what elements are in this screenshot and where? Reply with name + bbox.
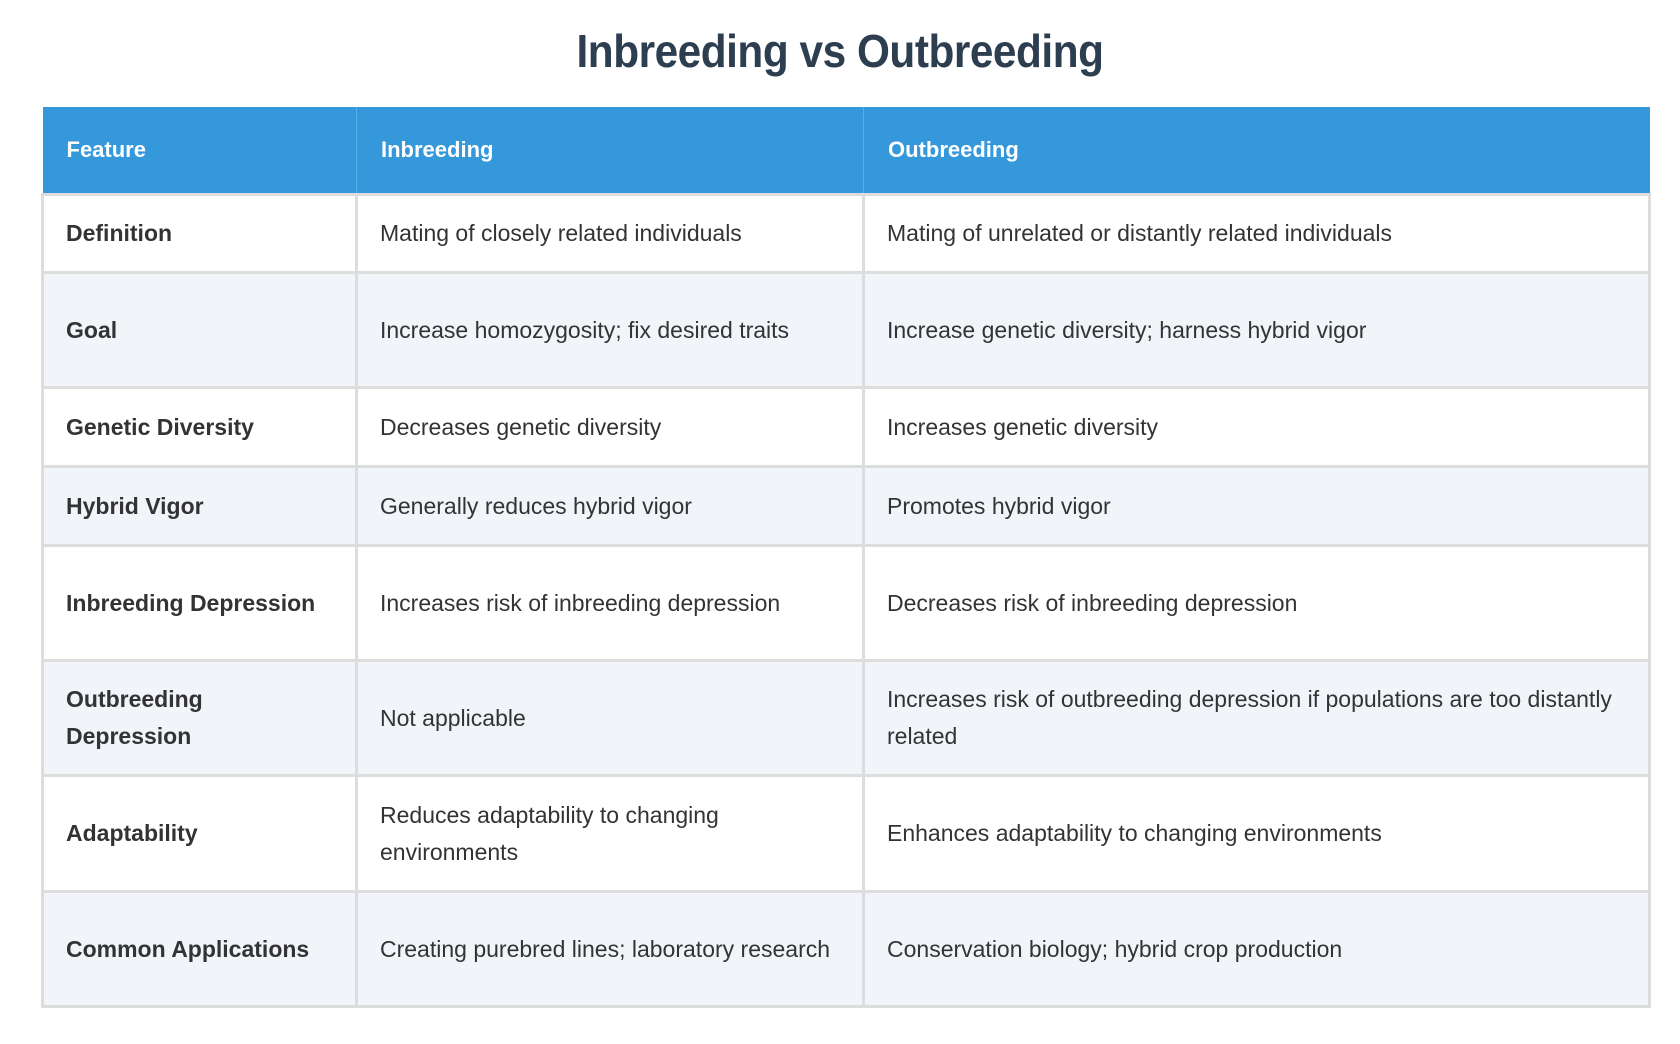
table-row: Outbreeding Depression Not applicable Incr…	[41, 659, 1651, 777]
inbreeding-cell: Decreases genetic diversity	[355, 386, 865, 468]
outbreeding-cell: Promotes hybrid vigor	[862, 465, 1651, 547]
inbreeding-cell: Generally reduces hybrid vigor	[355, 465, 865, 547]
table-row: Adaptability Reduces adaptability to chan…	[41, 774, 1651, 893]
feature-cell: Definition	[41, 193, 358, 274]
feature-cell: Adaptability	[41, 774, 358, 893]
table-row: Genetic Diversity Decreases genetic diver…	[41, 386, 1651, 468]
header-feature: Feature	[42, 107, 357, 195]
feature-cell: Inbreeding Depression	[41, 544, 358, 662]
outbreeding-cell: Increase genetic diversity; harness hybr…	[862, 271, 1651, 389]
inbreeding-cell: Reduces adaptability to changing environ…	[355, 774, 865, 893]
table-row: Goal Increase homozygosity; fix desired t…	[41, 271, 1651, 389]
outbreeding-cell: Enhances adaptability to changing enviro…	[862, 774, 1651, 893]
inbreeding-cell: Creating purebred lines; laboratory rese…	[355, 890, 865, 1008]
inbreeding-cell: Not applicable	[355, 659, 865, 777]
inbreeding-cell: Mating of closely related individuals	[355, 193, 865, 274]
table-row: Hybrid Vigor Generally reduces hybrid vig…	[41, 465, 1651, 547]
outbreeding-cell: Mating of unrelated or distantly related…	[862, 193, 1651, 274]
inbreeding-cell: Increase homozygosity; fix desired trait…	[355, 271, 865, 389]
header-inbreeding: Inbreeding	[356, 107, 864, 195]
feature-cell: Outbreeding Depression	[41, 659, 358, 777]
inbreeding-cell: Increases risk of inbreeding depression	[355, 544, 865, 662]
outbreeding-cell: Increases genetic diversity	[862, 386, 1651, 468]
outbreeding-cell: Decreases risk of inbreeding depression	[862, 544, 1651, 662]
feature-cell: Goal	[41, 271, 358, 389]
feature-cell: Hybrid Vigor	[41, 465, 358, 547]
table-row: Definition Mating of closely related indi…	[41, 193, 1651, 274]
header-row: Feature Inbreeding Outbreeding	[42, 107, 1650, 195]
table-row: Common Applications Creating purebred lin…	[41, 890, 1651, 1008]
header-outbreeding: Outbreeding	[863, 107, 1650, 195]
comparison-table: Feature Inbreeding Outbreeding Definitio…	[41, 107, 1651, 1008]
outbreeding-cell: Conservation biology; hybrid crop produc…	[862, 890, 1651, 1008]
outbreeding-cell: Increases risk of outbreeding depression…	[862, 659, 1651, 777]
table-row: Inbreeding Depression Increases risk of i…	[41, 544, 1651, 662]
page-title: Inbreeding vs Outbreeding	[576, 25, 1104, 77]
feature-cell: Genetic Diversity	[41, 386, 358, 468]
feature-cell: Common Applications	[41, 890, 358, 1008]
